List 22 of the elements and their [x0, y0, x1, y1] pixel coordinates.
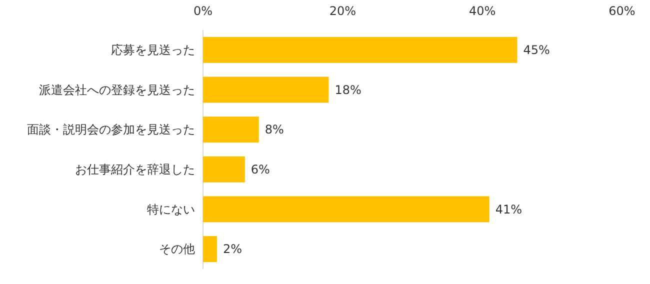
bar	[203, 156, 245, 182]
data-label: 45%	[523, 42, 550, 57]
y-tick-label: 特にない	[147, 202, 195, 216]
x-tick-label: 60%	[608, 4, 636, 18]
bar	[203, 116, 259, 143]
y-tick-label: 応募を見送った	[111, 42, 195, 57]
x-tick-label: 20%	[329, 4, 356, 18]
y-tick-label: 派遣会社への登録を見送った	[39, 82, 195, 97]
bar	[203, 36, 518, 63]
bar	[203, 236, 217, 262]
y-tick-label: その他	[159, 242, 195, 256]
x-tick-label: 0%	[193, 4, 213, 18]
y-tick-label: お仕事紹介を辞退した	[75, 162, 195, 176]
data-label: 2%	[222, 242, 242, 256]
data-label: 6%	[250, 162, 270, 176]
data-label: 41%	[495, 202, 522, 216]
bar	[203, 196, 490, 222]
data-label: 8%	[264, 122, 284, 137]
bar	[203, 76, 329, 103]
y-tick-label: 面談・説明会の参加を見送った	[27, 122, 195, 137]
data-label: 18%	[334, 82, 362, 97]
x-tick-label: 40%	[468, 4, 496, 18]
